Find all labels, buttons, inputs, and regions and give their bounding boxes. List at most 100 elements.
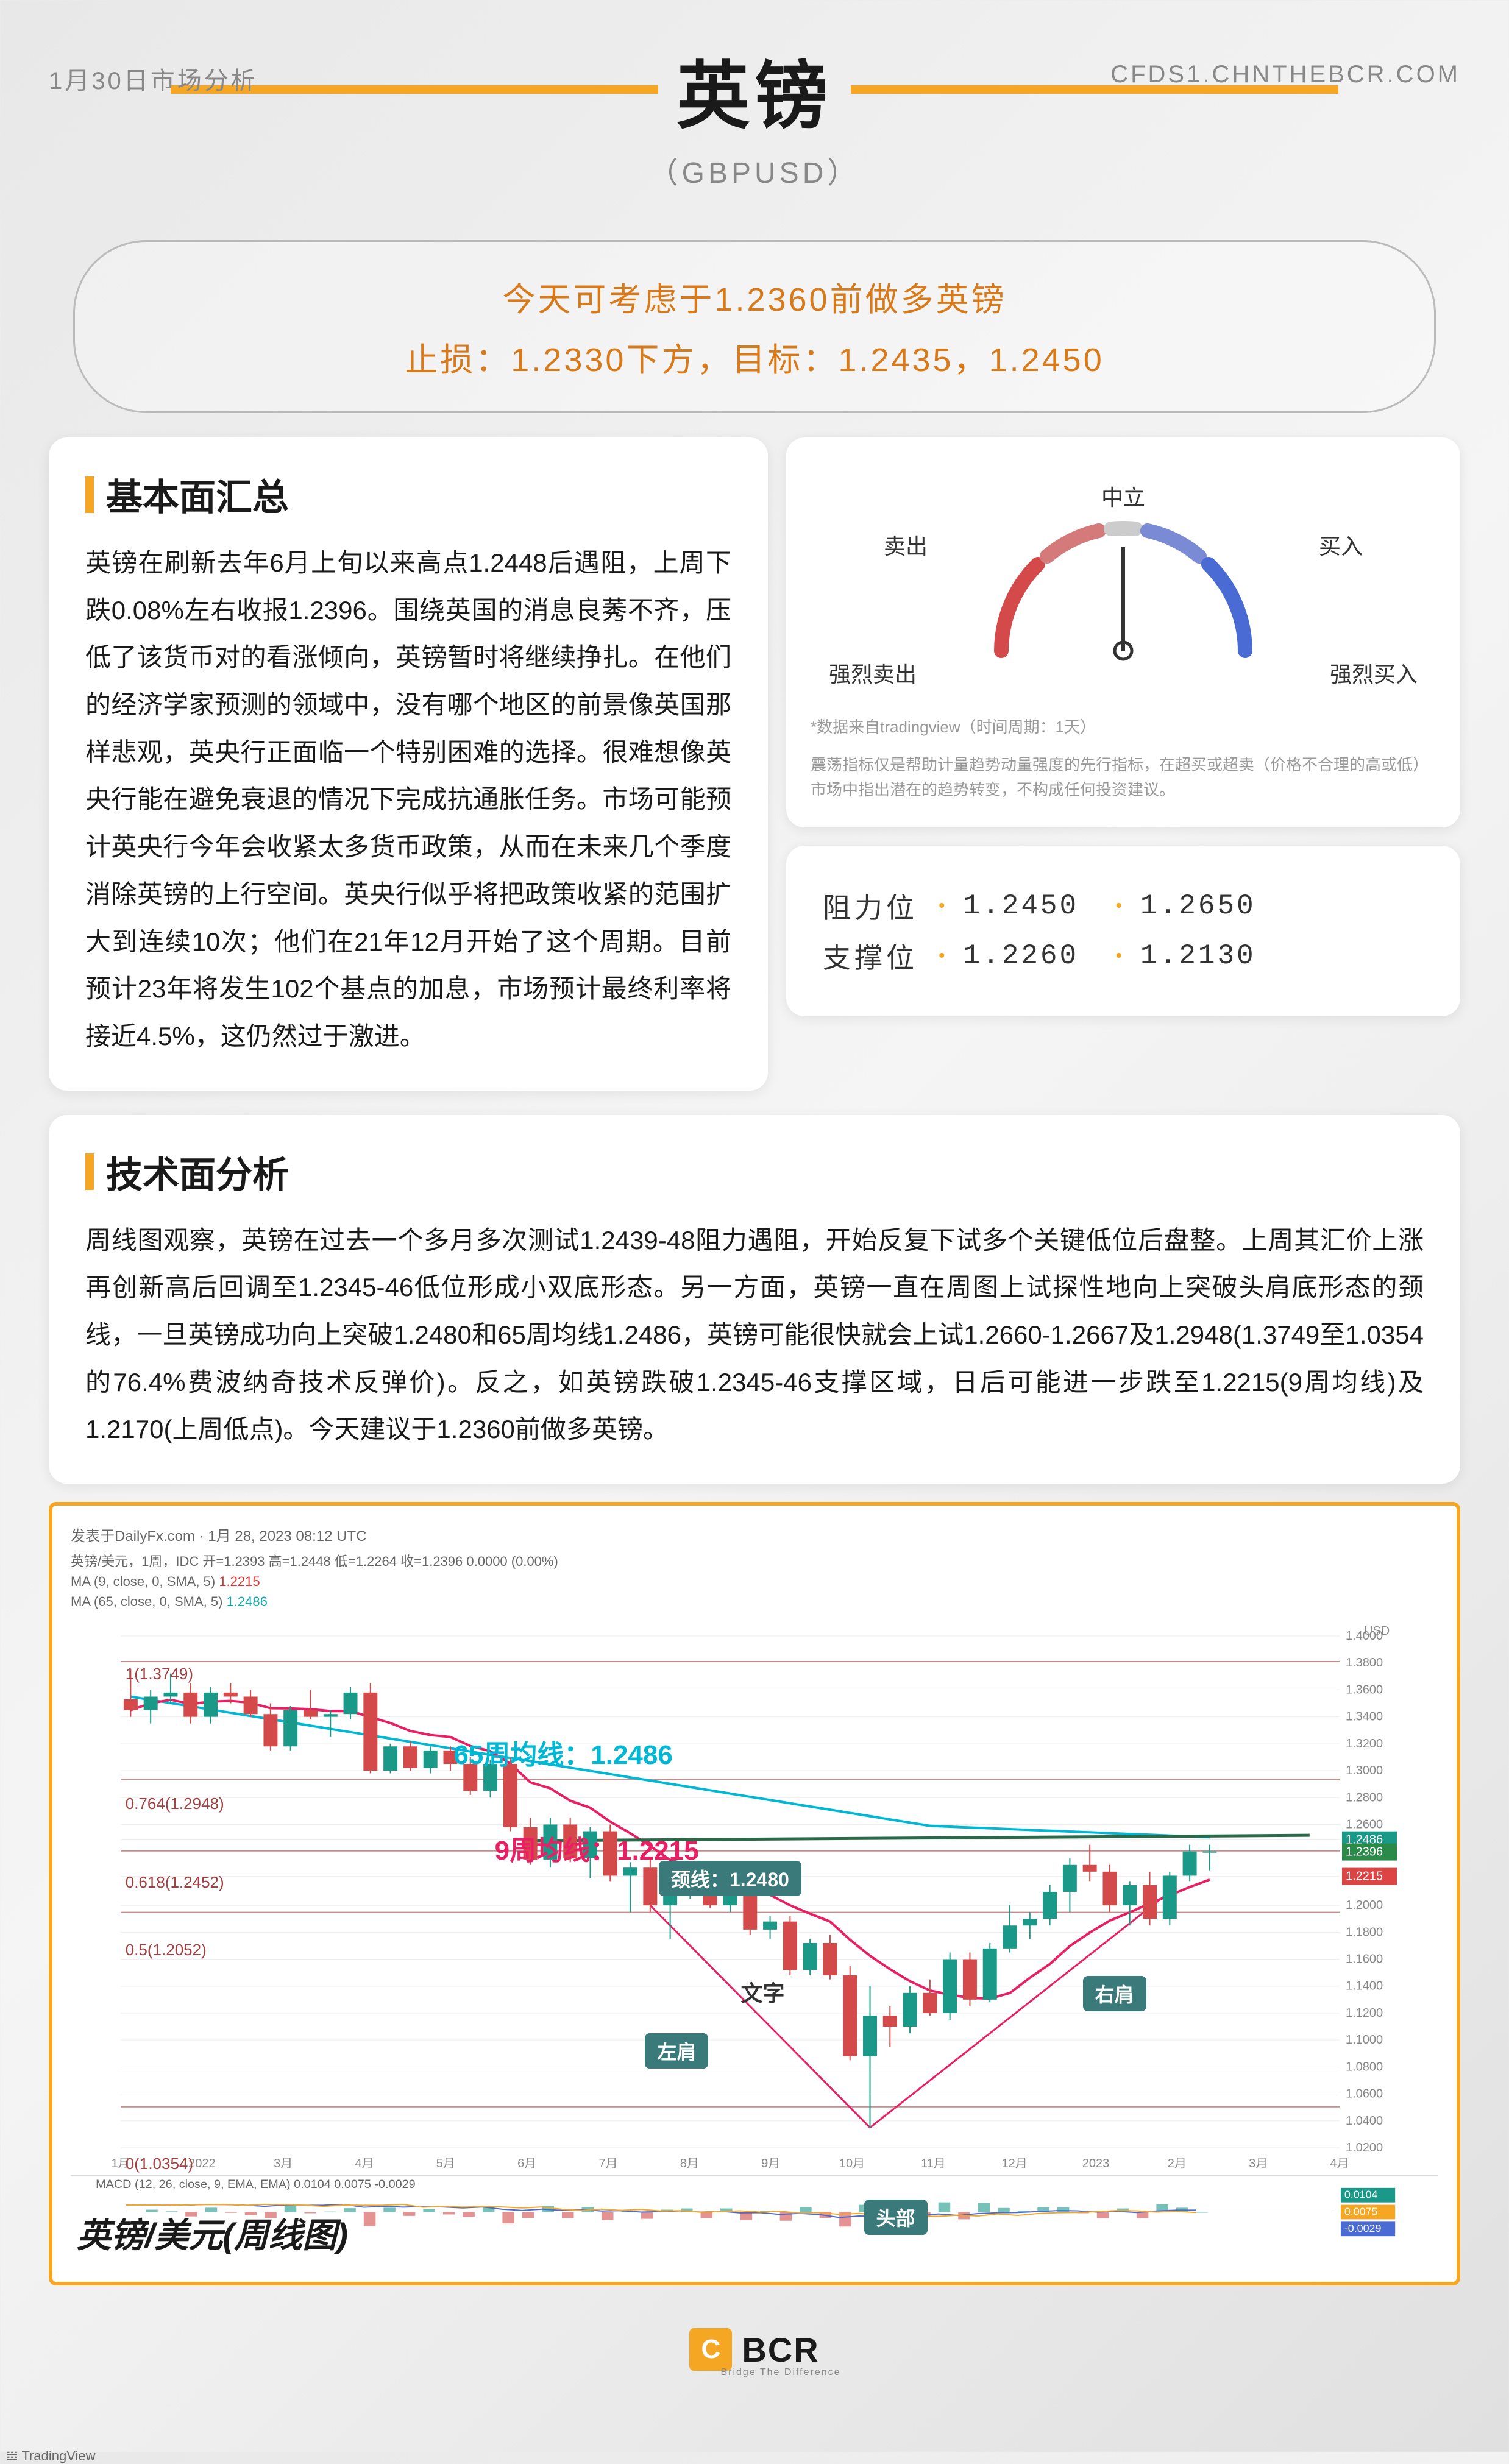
svg-text:1.2800: 1.2800: [1346, 1791, 1383, 1804]
anno-neckline: 颈线：1.2480: [659, 1861, 801, 1896]
svg-text:9月: 9月: [761, 2157, 780, 2170]
svg-text:5月: 5月: [436, 2157, 455, 2170]
svg-text:1.2000: 1.2000: [1346, 1899, 1383, 1912]
levels-card: 阻力位 • 1.2450 • 1.2650 支撑位 • 1.2260 • 1.2…: [786, 846, 1460, 1016]
technical-card: 技术面分析 周线图观察，英镑在过去一个多月多次测试1.2439-48阻力遇阻，开…: [49, 1115, 1460, 1484]
anno-text-label: 文字: [741, 1976, 785, 2008]
logo-text: BCR: [742, 2330, 819, 2370]
fundamentals-card: 基本面汇总 英镑在刷新去年6月上旬以来高点1.2448后遇阻，上周下跌0.08%…: [49, 437, 768, 1091]
chart-ohlc: 开=1.2393 高=1.2448 低=1.2264 收=1.2396 0.00…: [202, 1554, 558, 1569]
svg-text:1.3600: 1.3600: [1346, 1683, 1383, 1696]
chart-frame: 发表于DailyFx.com · 1月 28, 2023 08:12 UTC 英…: [49, 1502, 1460, 2285]
gauge-note-desc: 震荡指标仅是帮助计量趋势动量强度的先行指标，在超买或超卖（价格不合理的高或低）市…: [811, 752, 1436, 803]
svg-text:1.3800: 1.3800: [1346, 1656, 1383, 1669]
gauge-card: 强烈卖出 卖出 中立 买入 强烈买入 *数据来自tradingview（时间周期…: [786, 437, 1460, 827]
recommendation-box: 今天可考虑于1.2360前做多英镑 止损：1.2330下方，目标：1.2435，…: [73, 240, 1436, 413]
title-accent-bar: [85, 476, 94, 513]
date-label: 1月30日市场分析: [49, 61, 258, 96]
svg-text:1.1400: 1.1400: [1346, 1980, 1383, 1993]
subtitle: （GBPUSD）: [49, 149, 1460, 191]
svg-text:1.2600: 1.2600: [1346, 1818, 1383, 1831]
candlestick-chart: 1.40001.38001.36001.34001.32001.30001.28…: [71, 1624, 1438, 2172]
anno-right-shoulder: 右肩: [1083, 1976, 1146, 2011]
chart-caption: 英镑/美元(周线图): [77, 2208, 348, 2257]
reco-line-1: 今天可考虑于1.2360前做多英镑: [112, 272, 1397, 320]
svg-text:10月: 10月: [839, 2157, 865, 2170]
chart-pair: 英镑/美元，1周，IDC: [71, 1554, 199, 1569]
main-title: 英镑: [676, 37, 833, 143]
svg-text:0.0075: 0.0075: [1344, 2205, 1378, 2217]
title-accent-bar: [85, 1153, 94, 1190]
fib-level-label: 0.5(1.2052): [126, 1941, 207, 1960]
fib-level-label: 0.618(1.2452): [126, 1873, 224, 1892]
svg-text:11月: 11月: [921, 2157, 946, 2170]
svg-text:1.2396: 1.2396: [1346, 1846, 1383, 1859]
svg-text:1.1200: 1.1200: [1346, 2006, 1383, 2020]
fib-level-label: 0(1.0354): [126, 2154, 193, 2173]
footer: C BCR Bridge The Difference: [0, 2304, 1509, 2402]
reco-line-2: 止损：1.2330下方，目标：1.2435，1.2450: [112, 333, 1397, 381]
chart-ma9-label: MA (9, close, 0, SMA, 5): [71, 1574, 215, 1589]
svg-text:6月: 6月: [517, 2157, 536, 2170]
svg-text:1.3200: 1.3200: [1346, 1737, 1383, 1751]
support-2: 1.2130: [1140, 940, 1274, 972]
svg-text:MACD (12, 26, close, 9, EMA, E: MACD (12, 26, close, 9, EMA, EMA) 0.0104…: [96, 2178, 416, 2191]
logo-subtitle: Bridge The Difference: [77, 2367, 1485, 2378]
svg-text:2月: 2月: [1168, 2157, 1187, 2170]
fib-level-label: 1(1.3749): [126, 1665, 193, 1683]
gauge-note-source: *数据来自tradingview（时间周期：1天）: [811, 715, 1436, 740]
svg-text:4月: 4月: [355, 2157, 374, 2170]
svg-text:-0.0029: -0.0029: [1344, 2222, 1382, 2234]
gauge-sell: 卖出: [884, 529, 928, 561]
svg-text:1.1800: 1.1800: [1346, 1925, 1383, 1939]
svg-text:1.3000: 1.3000: [1346, 1764, 1383, 1777]
bullet-icon: •: [1116, 946, 1123, 966]
fundamentals-body: 英镑在刷新去年6月上旬以来高点1.2448后遇阻，上周下跌0.08%左右收报1.…: [85, 539, 731, 1060]
anno-ma65: 65周均线：1.2486: [453, 1733, 673, 1772]
resistance-1: 1.2450: [964, 890, 1098, 922]
svg-text:2023: 2023: [1082, 2157, 1110, 2170]
fib-level-label: 0.764(1.2948): [126, 1794, 224, 1813]
bullet-icon: •: [1116, 896, 1123, 916]
gauge-neutral: 中立: [1101, 480, 1145, 512]
chart-ma65-val: 1.2486: [227, 1594, 268, 1609]
svg-text:USD: USD: [1364, 1624, 1390, 1638]
gauge-buy: 买入: [1319, 529, 1363, 561]
svg-text:3月: 3月: [1249, 2157, 1268, 2170]
support-label: 支撑位: [823, 936, 920, 976]
svg-text:1.0600: 1.0600: [1346, 2087, 1383, 2101]
svg-text:1.3400: 1.3400: [1346, 1710, 1383, 1724]
resistance-2: 1.2650: [1140, 890, 1274, 922]
svg-text:1.1000: 1.1000: [1346, 2033, 1383, 2047]
svg-text:1.0400: 1.0400: [1346, 2114, 1383, 2128]
chart-tradingview-label: 𝍂 TradingView: [6, 2448, 96, 2464]
svg-text:1.0200: 1.0200: [1346, 2141, 1383, 2154]
gauge-strong-buy: 强烈买入: [1330, 657, 1418, 689]
svg-text:8月: 8月: [680, 2157, 699, 2170]
technical-title: 技术面分析: [106, 1145, 289, 1198]
svg-text:3月: 3月: [274, 2157, 293, 2170]
svg-text:1.2215: 1.2215: [1346, 1870, 1383, 1883]
resistance-label: 阻力位: [823, 886, 920, 926]
anno-head: 头部: [864, 2200, 928, 2235]
chart-published: 发表于DailyFx.com · 1月 28, 2023 08:12 UTC: [71, 1524, 1438, 1545]
logo-icon: C: [689, 2328, 732, 2371]
svg-text:1.0800: 1.0800: [1346, 2060, 1383, 2073]
svg-text:4月: 4月: [1330, 2157, 1349, 2170]
support-1: 1.2260: [964, 940, 1098, 972]
url-label: CFDS1.CHNTHEBCR.COM: [1110, 61, 1460, 88]
fundamentals-title: 基本面汇总: [106, 468, 289, 521]
header: 1月30日市场分析 英镑 （GBPUSD） CFDS1.CHNTHEBCR.CO…: [0, 0, 1509, 216]
svg-text:1.1600: 1.1600: [1346, 1953, 1383, 1966]
svg-text:0.0104: 0.0104: [1344, 2189, 1378, 2201]
technical-body: 周线图观察，英镑在过去一个多月多次测试1.2439-48阻力遇阻，开始反复下试多…: [85, 1217, 1424, 1453]
anno-left-shoulder: 左肩: [645, 2033, 708, 2069]
svg-text:12月: 12月: [1002, 2157, 1028, 2170]
bullet-icon: •: [939, 946, 945, 966]
bullet-icon: •: [939, 896, 945, 916]
chart-ma9-val: 1.2215: [219, 1574, 260, 1589]
gauge-strong-sell: 强烈卖出: [829, 657, 917, 689]
chart-ma65-label: MA (65, close, 0, SMA, 5): [71, 1594, 222, 1609]
svg-text:7月: 7月: [598, 2157, 617, 2170]
chart-meta: 英镑/美元，1周，IDC 开=1.2393 高=1.2448 低=1.2264 …: [71, 1551, 1438, 1612]
